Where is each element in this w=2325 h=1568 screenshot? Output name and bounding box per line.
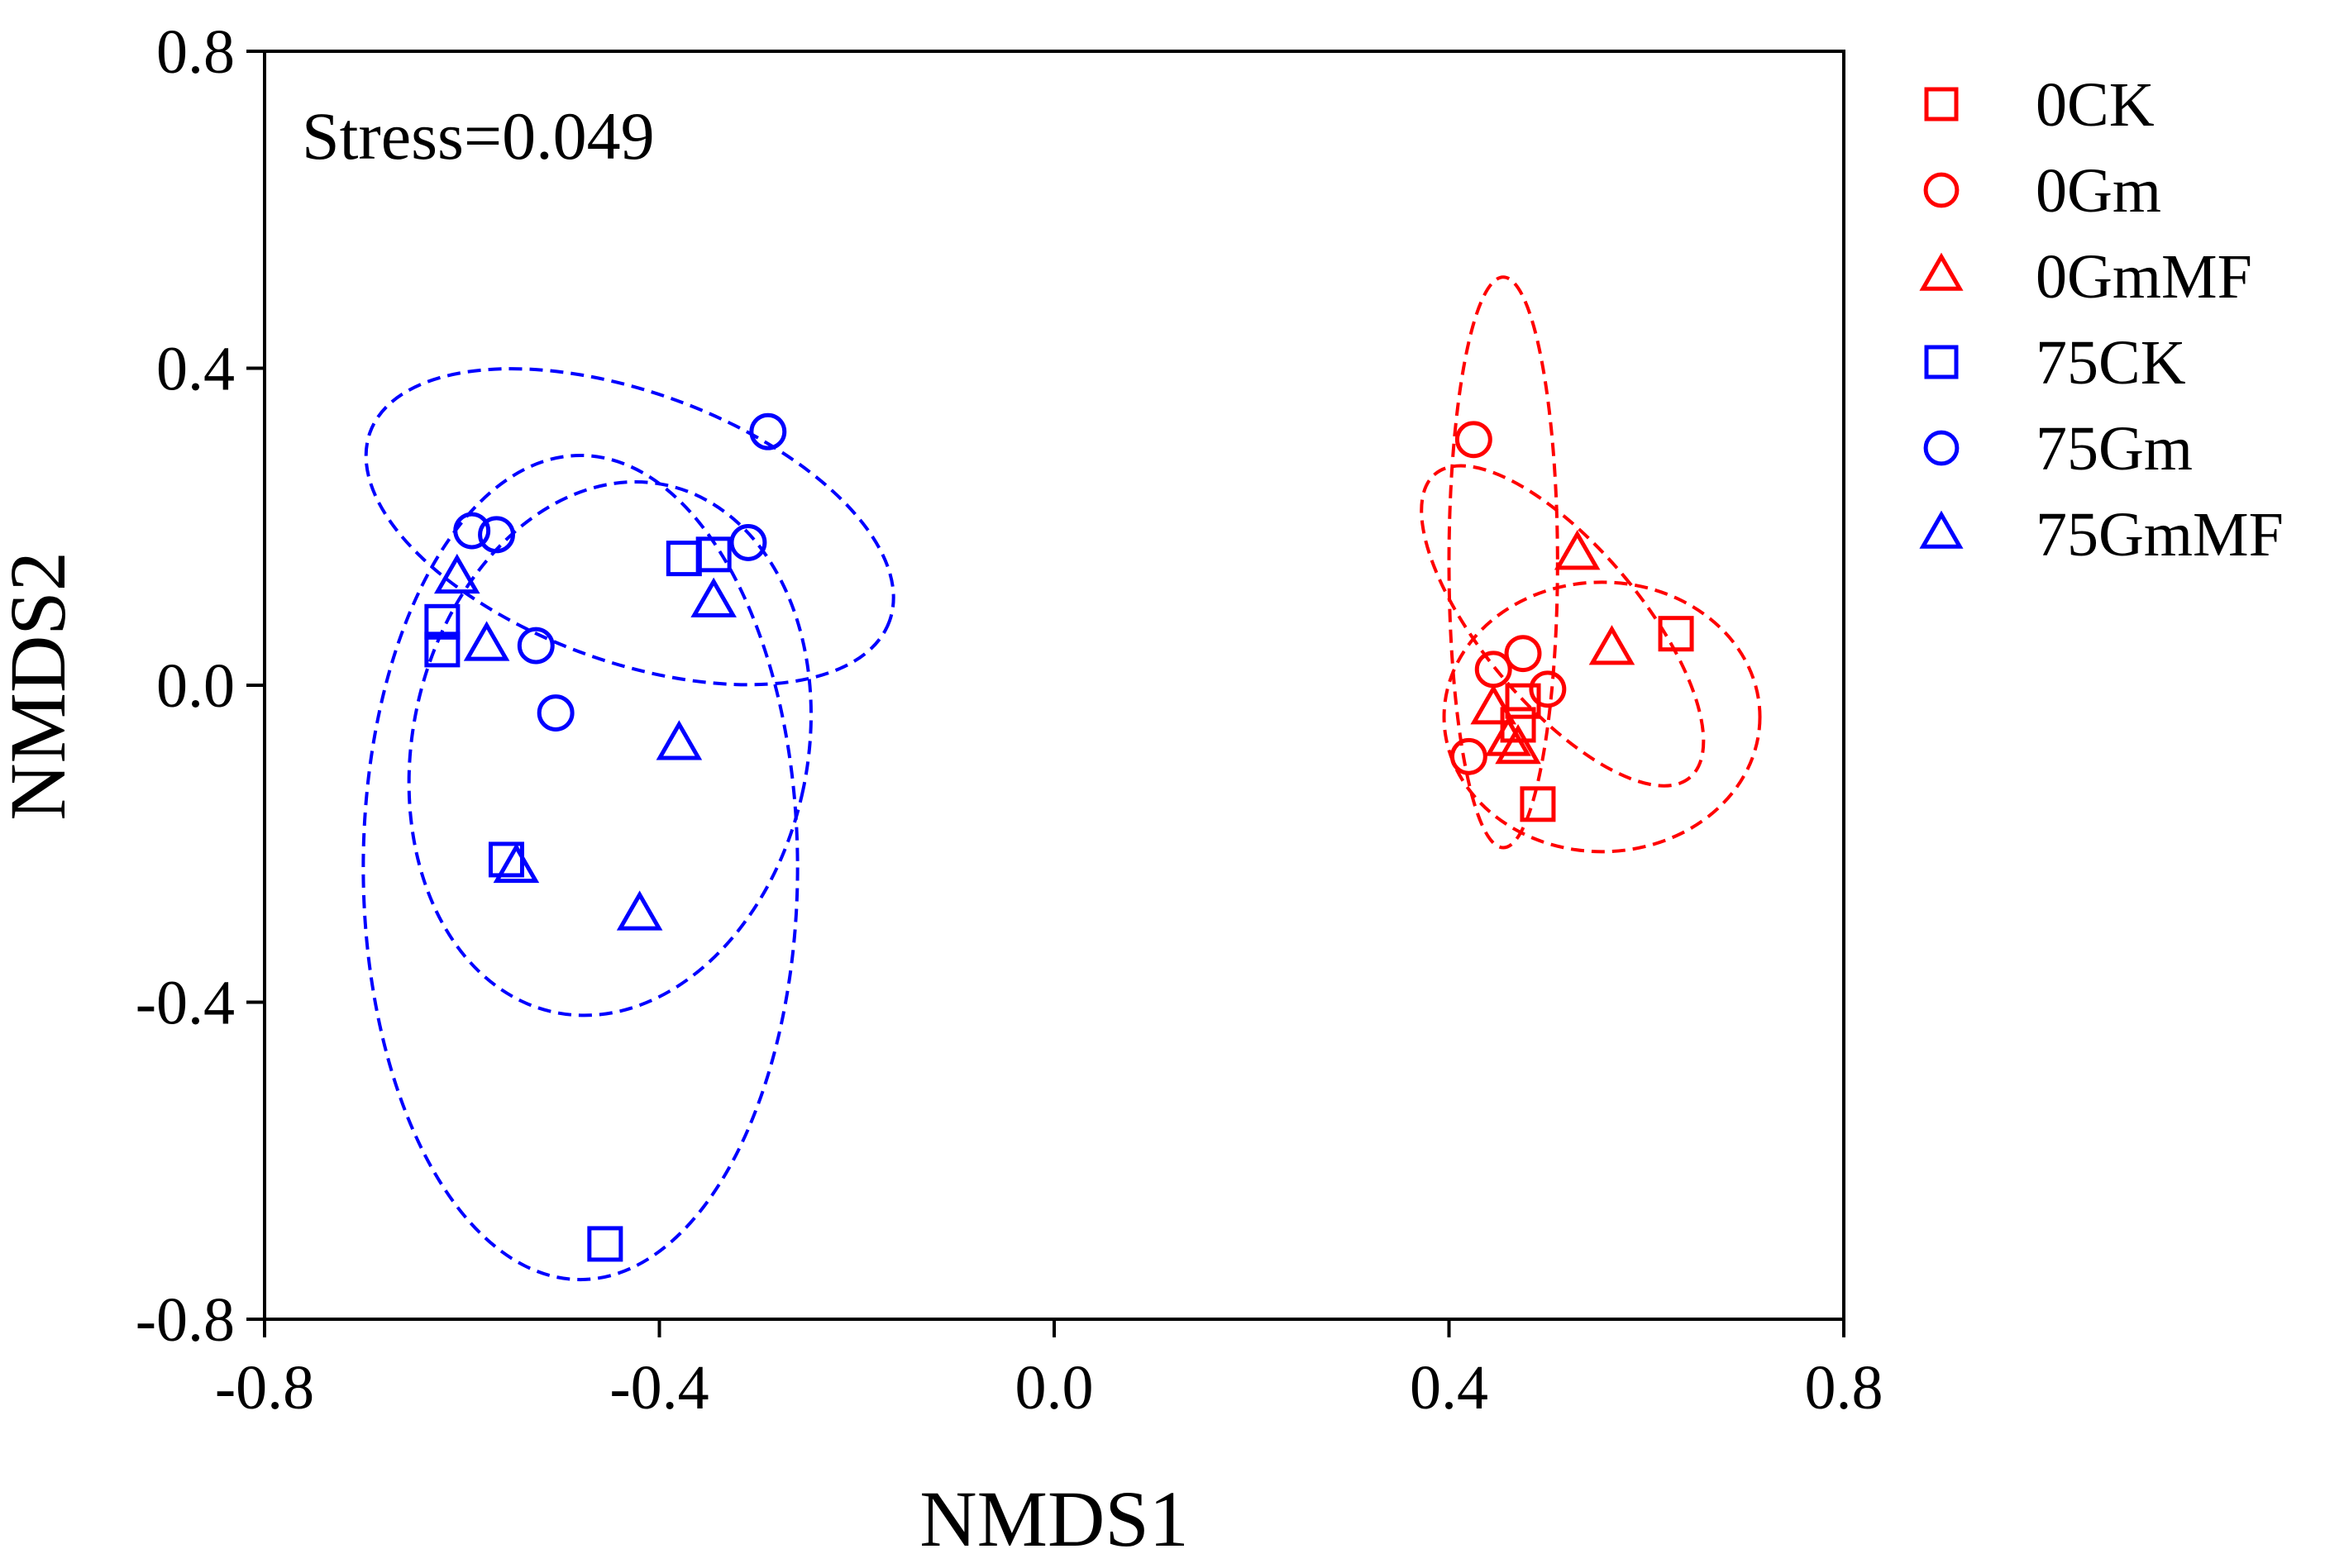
point-0gmmf [1588,625,1635,665]
ellipse-0gmmf [1420,464,1706,788]
point-0gm [1474,651,1512,689]
point-0gm [1529,670,1567,708]
ellipse-75gm [364,367,895,687]
point-75gm [453,512,491,550]
x-tick-label: -0.8 [215,1353,314,1423]
ellipse-75ck [361,453,800,1282]
point-75gmmf [656,720,703,760]
point-0ck [1520,786,1556,822]
legend-label-0gm: 0Gm [2036,156,2161,226]
legend-marker-0gm [1923,172,1960,208]
y-tick-label: -0.4 [136,969,235,1038]
x-axis-title: NMDS1 [919,1475,1188,1563]
point-75gmmf [493,842,540,884]
legend: 0CK 0Gm 0GmMF 75CK 75Gm 75GmMF [1919,70,2284,570]
legend-marker-75ck [1924,345,1959,379]
point-75gm [537,694,575,732]
point-75ck [587,1226,623,1262]
legend-marker-75gm [1923,430,1960,466]
point-75ck [424,631,461,668]
ellipse-0ck [1442,580,1762,854]
plot-frame [263,50,1845,1321]
point-75gmmf [616,890,663,931]
point-0gmmf [1554,530,1601,570]
x-tick-label: 0.0 [1015,1353,1094,1423]
legend-marker-0ck [1924,87,1959,122]
points-layer [424,412,1694,1262]
point-75gmmf [463,621,510,661]
point-0gm [1504,635,1542,673]
ellipse-75gmmf [407,480,813,1018]
y-tick-label: 0.8 [156,17,235,87]
legend-marker-75gmmf [1919,510,1964,549]
point-75gmmf [690,577,737,617]
legend-label-75ck: 75CK [2036,328,2186,398]
point-75gmmf [433,553,480,594]
ellipse-0gm [1447,275,1559,850]
y-tick-label: 0.4 [156,335,235,404]
y-tick-label: -0.8 [136,1285,235,1355]
legend-label-75gmmf: 75GmMF [2036,500,2284,570]
x-tick-label: -0.4 [609,1353,709,1423]
point-75gm [749,412,787,450]
x-tick-label: 0.8 [1805,1353,1883,1423]
point-75ck [424,603,461,640]
point-75gm [729,523,767,561]
legend-label-75gm: 75Gm [2036,414,2193,484]
ellipses-layer [361,275,1762,1282]
ticks-layer: -0.8 -0.4 0.0 0.4 0.8 -0.8 -0.4 0.0 0.4 0.8 [136,17,1883,1423]
y-axis-title: NMDS2 [0,551,82,820]
stress-annotation: Stress=0.049 [302,98,655,174]
point-0gm [1454,421,1492,459]
legend-label-0gmmf: 0GmMF [2036,242,2252,312]
x-tick-label: 0.4 [1410,1353,1488,1423]
legend-label-0ck: 0CK [2036,70,2155,140]
point-75gm [478,516,515,554]
point-0gmmf [1485,716,1531,756]
point-75ck [695,536,732,573]
legend-marker-0gmmf [1919,252,1964,291]
point-0gm [1449,737,1487,775]
point-75gm [517,627,555,665]
point-0gmmf [1495,723,1541,765]
point-0gmmf [1470,684,1517,725]
point-0ck [1658,616,1694,652]
point-75ck [666,541,702,577]
y-tick-label: 0.0 [156,651,235,721]
